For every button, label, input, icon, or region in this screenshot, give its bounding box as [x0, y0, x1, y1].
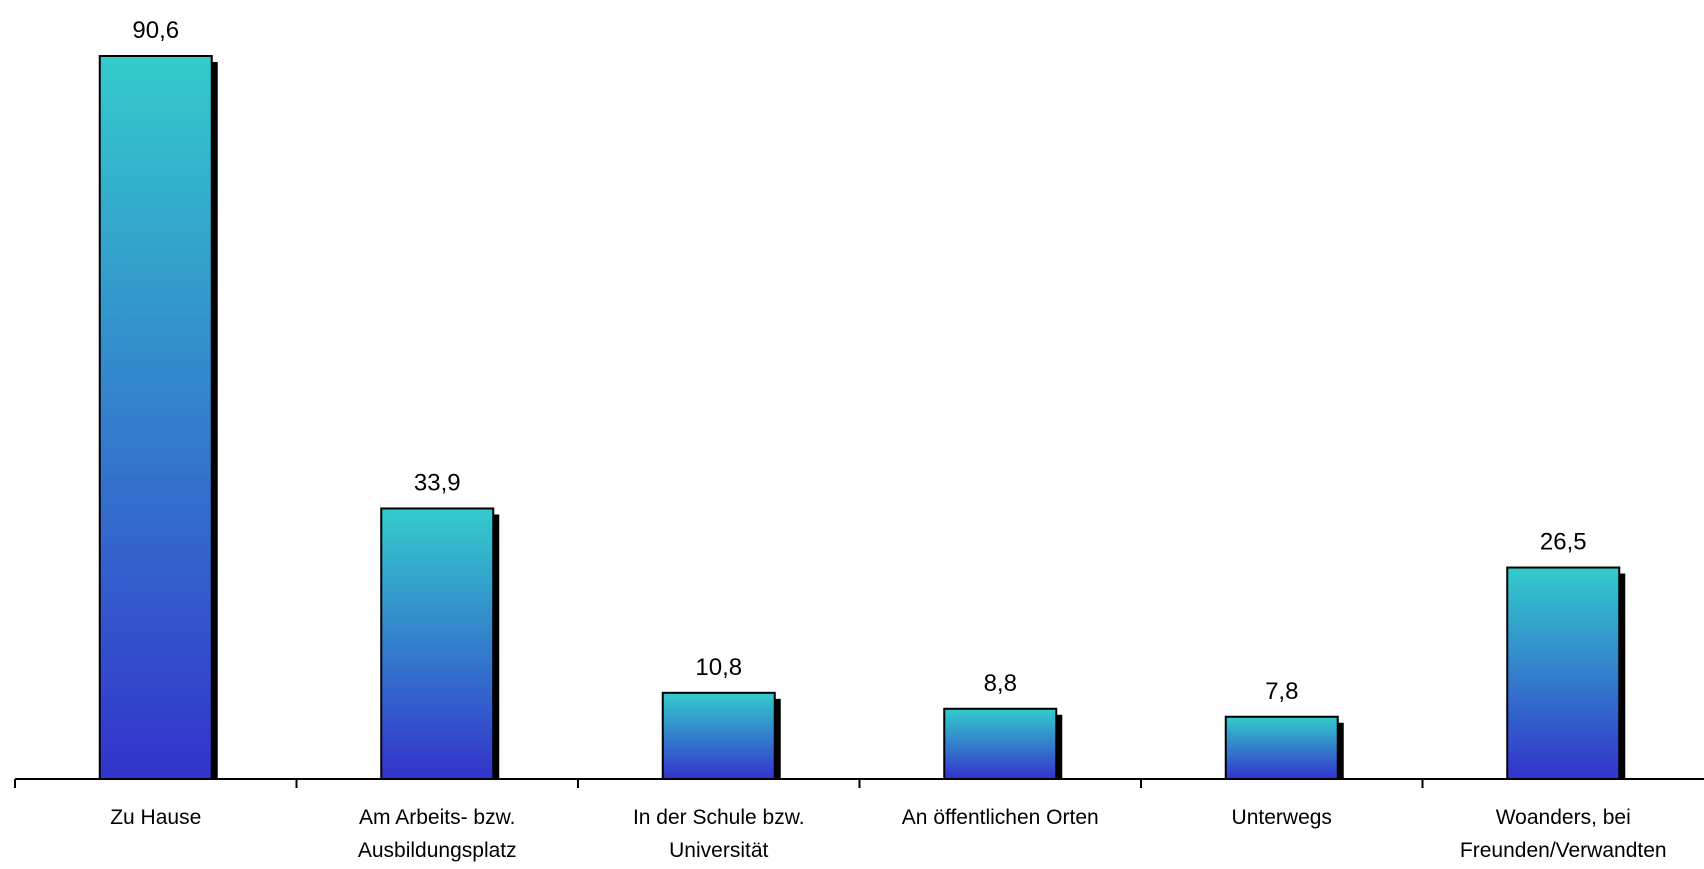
- data-label: 8,8: [984, 670, 1017, 697]
- data-label: 7,8: [1265, 678, 1298, 705]
- category-label: In der Schule bzw. Universität: [633, 806, 805, 862]
- bar: [380, 507, 495, 780]
- value-labels-group: 90,6 33,9 10,8 8,8 7,8 26,5: [132, 17, 1586, 705]
- bar: [661, 691, 776, 781]
- category-label: An öffentlichen Orten: [902, 806, 1099, 829]
- data-label: 26,5: [1540, 529, 1587, 556]
- data-label: 33,9: [414, 469, 461, 496]
- category-label: Am Arbeits- bzw. Ausbildungsplatz: [358, 806, 517, 862]
- category-label: Zu Hause: [110, 806, 201, 829]
- bar: [98, 55, 213, 780]
- category-labels-group: Zu Hause Am Arbeits- bzw. Ausbildungsplatz…: [110, 806, 1666, 862]
- bar: [943, 707, 1058, 781]
- x-axis: [14, 778, 1704, 788]
- category-label: Woanders, bei Freunden/Verwandten: [1460, 806, 1667, 862]
- data-label: 90,6: [132, 17, 179, 44]
- data-label: 10,8: [695, 654, 742, 681]
- bar: [1224, 715, 1339, 780]
- bar: [1506, 566, 1621, 780]
- category-label: Unterwegs: [1232, 806, 1332, 829]
- bars-group: [98, 55, 1626, 781]
